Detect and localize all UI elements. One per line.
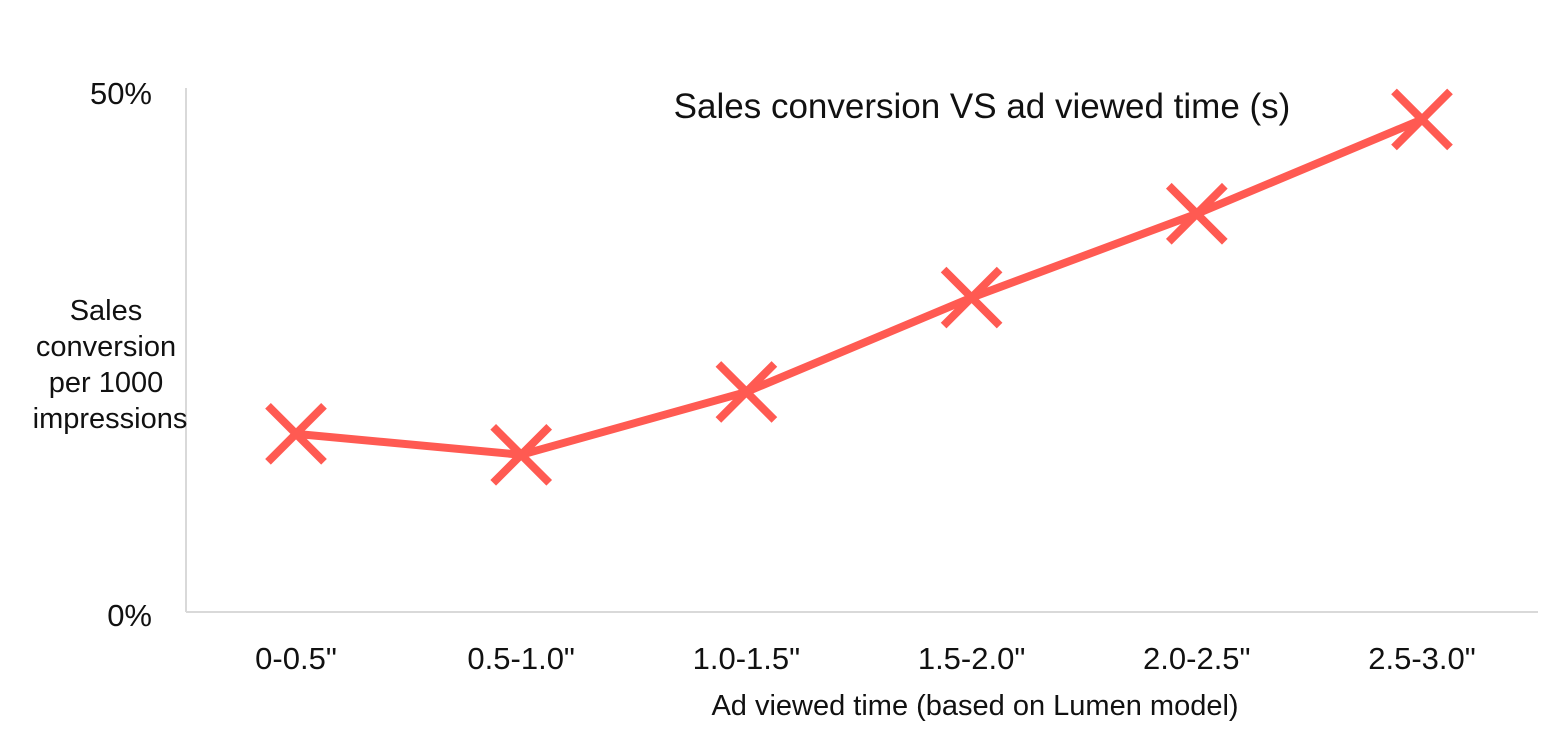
data-point-marker <box>1391 88 1453 151</box>
x-tick-label: 0-0.5" <box>255 641 337 676</box>
y-axis-label-line: Sales <box>70 295 143 327</box>
x-axis-label: Ad viewed time (based on Lumen model) <box>711 690 1238 722</box>
x-tick-label: 1.0-1.5" <box>693 641 801 676</box>
y-axis-label: Sales conversion per 1000 impressions <box>33 295 188 435</box>
data-point-marker <box>1165 182 1228 245</box>
x-tick-labels: 0-0.5" 0.5-1.0" 1.0-1.5" 1.5-2.0" 2.0-2.5" 2.… <box>255 641 1476 676</box>
data-point-marker <box>490 423 553 486</box>
x-tick-label: 0.5-1.0" <box>467 641 575 676</box>
x-tick-label: 2.5-3.0" <box>1368 641 1476 676</box>
y-tick-label-max: 50% <box>90 76 152 111</box>
series-layer <box>265 88 1453 486</box>
y-tick-label-min: 0% <box>107 598 152 633</box>
y-axis-label-line: conversion <box>36 331 176 363</box>
data-point-marker <box>940 266 1003 329</box>
chart-title: Sales conversion VS ad viewed time (s) <box>674 87 1291 126</box>
x-tick-label: 1.5-2.0" <box>918 641 1026 676</box>
data-point-marker <box>715 361 778 423</box>
y-axis-label-line: per 1000 <box>49 367 164 399</box>
series-line <box>295 115 1424 459</box>
data-point-marker <box>265 403 327 465</box>
y-axis-label-line: impressions <box>33 403 188 435</box>
x-tick-label: 2.0-2.5" <box>1143 641 1251 676</box>
